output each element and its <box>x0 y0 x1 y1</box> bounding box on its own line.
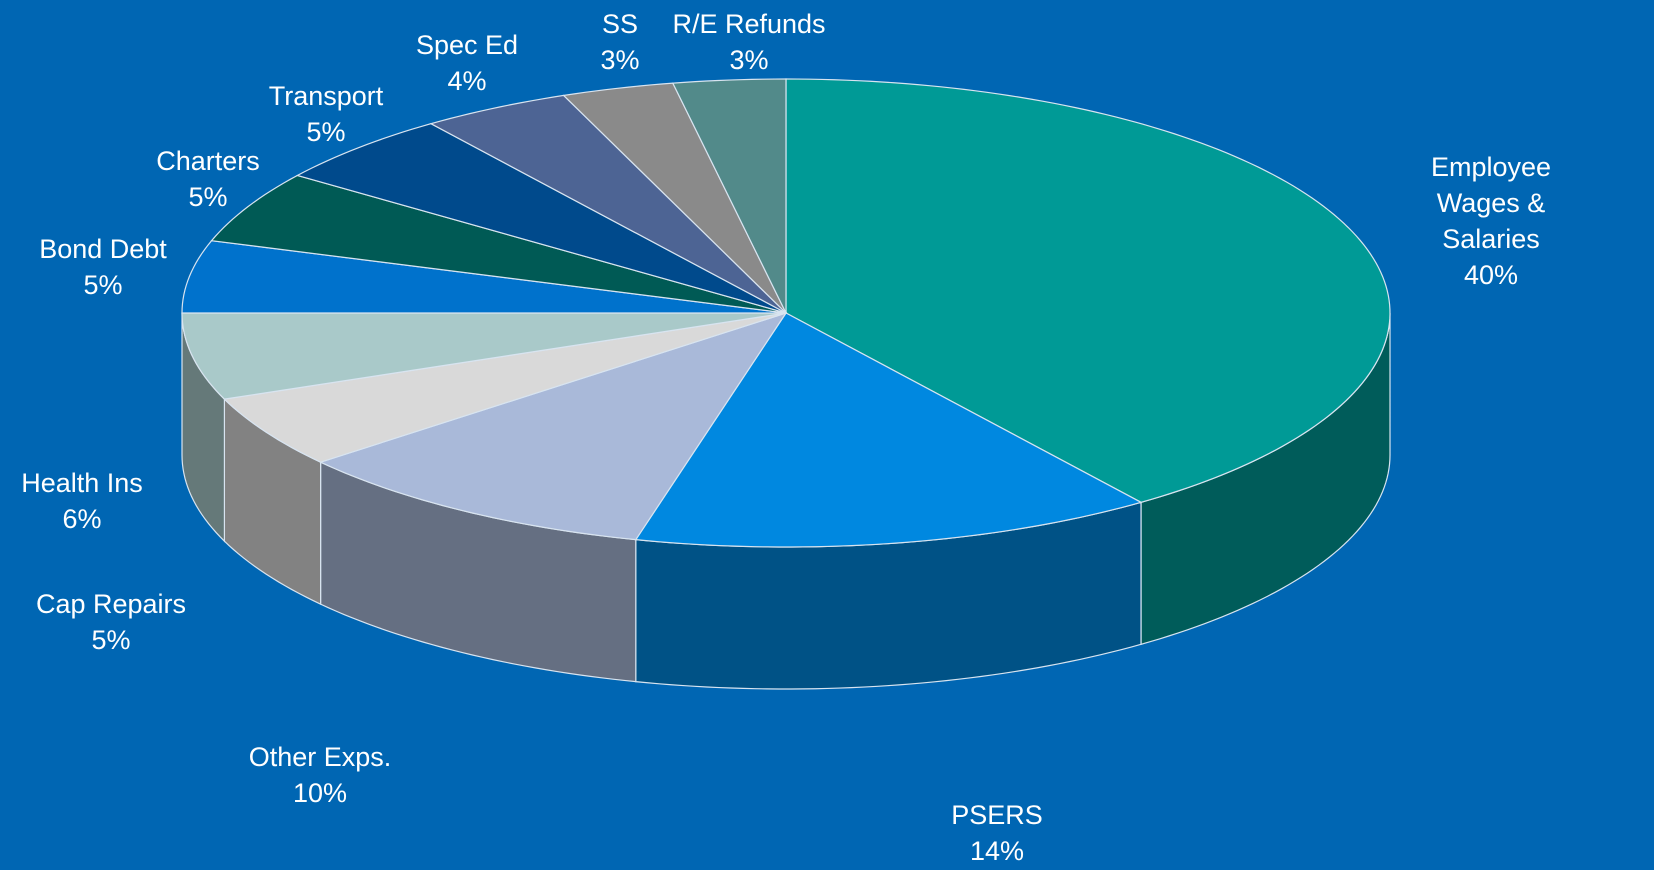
value-label: 14% <box>969 836 1025 866</box>
slice-label: Spec Ed 4% <box>416 27 518 99</box>
category-name: Employee Wages & Salaries <box>1430 152 1552 254</box>
slice <box>295 123 787 314</box>
slice <box>634 312 1143 548</box>
value-label: 3% <box>600 45 640 75</box>
slice <box>785 78 1391 503</box>
slice-label: Other Exps. 10% <box>249 739 392 811</box>
value-label: 5% <box>83 270 123 300</box>
slice <box>318 311 788 541</box>
slice <box>429 94 787 314</box>
category-name: Other Exps. <box>248 742 392 772</box>
category-name: Cap Repairs <box>35 589 187 619</box>
value-label: 3% <box>729 45 769 75</box>
category-name: Spec Ed <box>415 30 519 60</box>
slice-label: SS 3% <box>600 6 639 78</box>
category-name: Transport <box>268 81 384 111</box>
slice <box>223 312 787 463</box>
slice <box>210 174 787 314</box>
slice <box>671 78 787 314</box>
slice-label: Employee Wages & Salaries 40% <box>1410 149 1573 293</box>
category-name: R/E Refunds <box>672 9 826 39</box>
category-name: SS <box>601 9 639 39</box>
value-label: 10% <box>292 778 348 808</box>
value-label: 4% <box>447 66 487 96</box>
slice-label: Charters 5% <box>156 143 260 215</box>
slice-label: Health Ins 6% <box>21 465 143 537</box>
slice <box>181 312 787 400</box>
value-label: 5% <box>91 625 131 655</box>
slice-label: PSERS 14% <box>951 797 1043 869</box>
value-label: 5% <box>188 182 228 212</box>
value-label: 40% <box>1463 260 1519 290</box>
category-name: Bond Debt <box>39 234 167 264</box>
value-label: 5% <box>306 117 346 147</box>
category-name: Charters <box>156 146 260 176</box>
slice-label: Cap Repairs 5% <box>36 586 186 658</box>
category-name: Health Ins <box>21 468 143 498</box>
value-label: 6% <box>62 504 102 534</box>
slice-label: Bond Debt 5% <box>39 231 167 303</box>
category-name: PSERS <box>951 800 1043 830</box>
slice-label: Transport 5% <box>269 78 384 150</box>
slice-label: R/E Refunds 3% <box>672 6 825 78</box>
slice <box>181 240 787 314</box>
slice <box>562 82 787 314</box>
